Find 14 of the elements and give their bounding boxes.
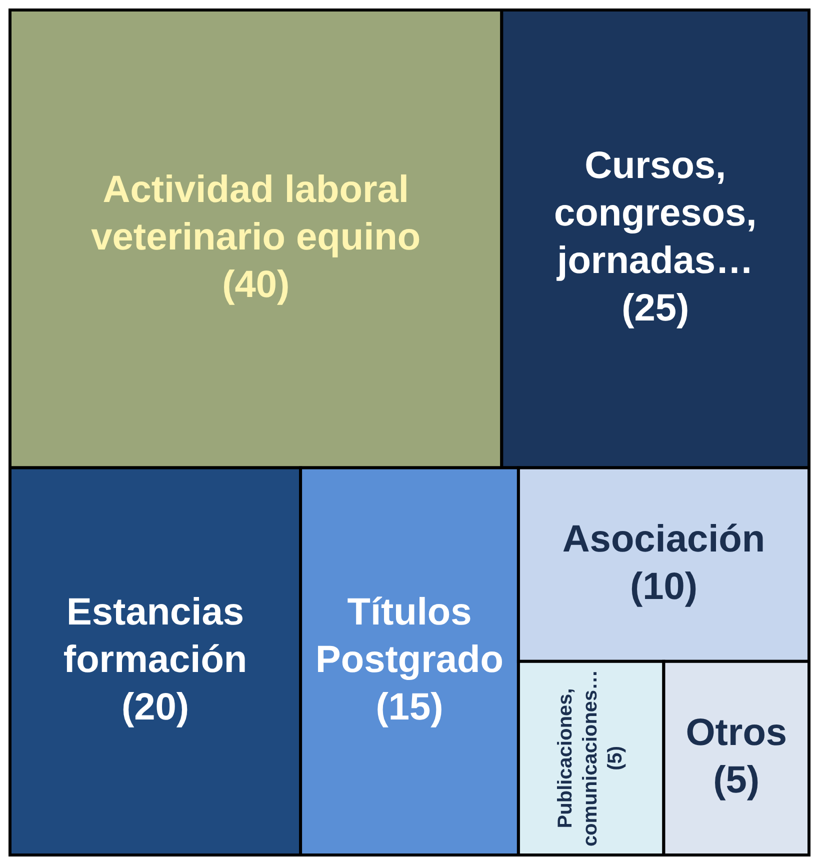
data-label: (5): [604, 746, 627, 770]
category-label: Otros: [686, 712, 788, 754]
data-label: (15): [376, 686, 444, 728]
data-label: (5): [713, 759, 760, 802]
data-label: (10): [630, 566, 698, 608]
category-label: Actividad laboral veterinario equino: [91, 168, 421, 258]
category-label: Cursos, congresos, jornadas…: [554, 145, 757, 282]
category-label: Estancias formación: [63, 591, 248, 681]
data-label: (20): [121, 686, 190, 728]
category-label: Publicaciones, comunicaciones…: [554, 670, 602, 847]
data-label: (40): [222, 264, 290, 306]
category-label: Títulos Postgrado: [316, 591, 504, 681]
data-label: (25): [622, 288, 690, 330]
category-label: Asociación: [562, 518, 766, 560]
